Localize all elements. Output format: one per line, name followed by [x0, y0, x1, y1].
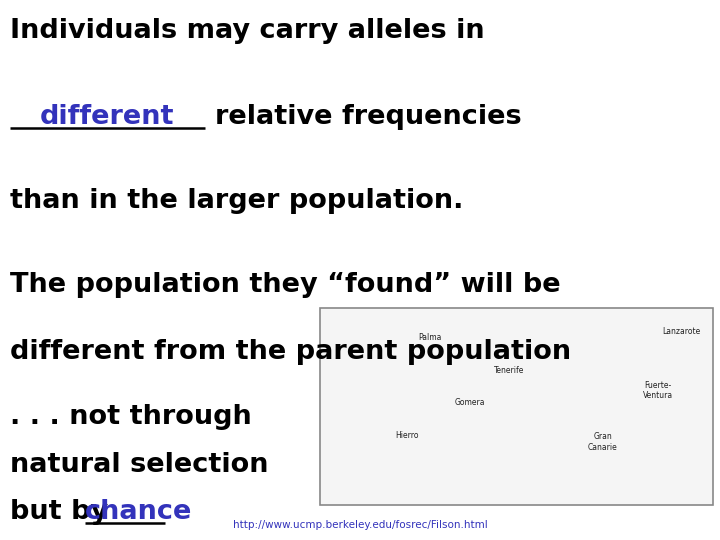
Text: Individuals may carry alleles in: Individuals may carry alleles in [10, 18, 485, 44]
Text: Palma: Palma [418, 333, 442, 342]
Text: Tenerife: Tenerife [494, 366, 524, 375]
Text: relative frequencies: relative frequencies [215, 104, 521, 130]
Bar [320, 308, 713, 505]
Text: Hierro: Hierro [395, 431, 418, 441]
Text: but by: but by [10, 500, 117, 525]
Text: Lanzarote: Lanzarote [662, 327, 701, 336]
Text: natural selection: natural selection [10, 453, 269, 478]
Text: different from the parent population: different from the parent population [10, 339, 571, 365]
Text: different: different [40, 104, 174, 130]
Text: than in the larger population.: than in the larger population. [10, 188, 464, 214]
Text: Fuerte-
Ventura: Fuerte- Ventura [643, 381, 673, 400]
Text: The population they “found” will be: The population they “found” will be [10, 272, 561, 298]
Text: Gran
Canarie: Gran Canarie [588, 432, 618, 451]
Text: . . . not through: . . . not through [10, 404, 252, 430]
Text: Gomera: Gomera [454, 398, 485, 407]
Text: http://www.ucmp.berkeley.edu/fosrec/Filson.html: http://www.ucmp.berkeley.edu/fosrec/Fils… [233, 520, 487, 530]
Text: chance: chance [85, 500, 192, 525]
